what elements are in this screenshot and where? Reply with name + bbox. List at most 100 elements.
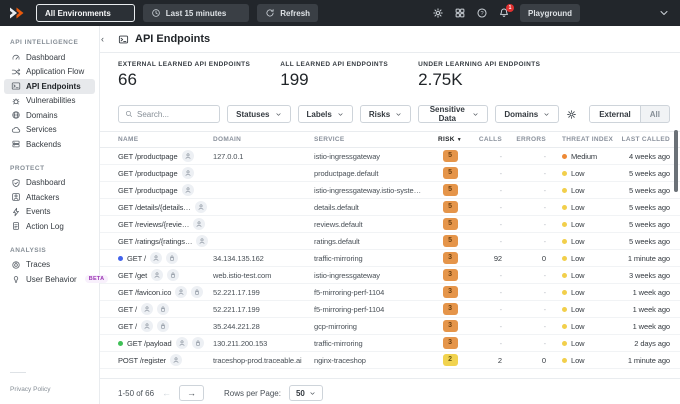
last-called-cell: 5 weeks ago bbox=[628, 219, 670, 229]
next-page-button[interactable]: → bbox=[179, 385, 205, 401]
toggle-external[interactable]: External bbox=[590, 106, 641, 122]
table-row[interactable]: GET /productpage productpage.default 5 - - Lo… bbox=[100, 165, 680, 182]
toggle-all[interactable]: All bbox=[641, 106, 669, 122]
risk-score-badge: 3 bbox=[442, 337, 458, 349]
green-status-dot bbox=[118, 340, 123, 346]
filter-dropdown-label: Risks bbox=[368, 109, 391, 119]
endpoint-name: POST /register bbox=[118, 355, 167, 365]
filter-dropdown-labels[interactable]: Labels bbox=[297, 105, 353, 123]
column-header-threat-index[interactable]: THREAT INDEX bbox=[546, 136, 613, 143]
privacy-policy-link[interactable]: Privacy Policy bbox=[10, 386, 51, 393]
column-header-domain[interactable]: DOMAIN bbox=[213, 136, 314, 143]
traceable-logo-icon[interactable] bbox=[8, 5, 28, 21]
column-header-name[interactable]: NAME bbox=[118, 136, 213, 143]
refresh-button[interactable]: Refresh bbox=[257, 4, 319, 22]
errors-cell: - bbox=[543, 270, 546, 280]
sidebar-item-label: Domains bbox=[26, 110, 58, 120]
table-row[interactable]: GET /reviews/{revie… reviews.default 5 - - Lo… bbox=[100, 216, 680, 233]
sidebar-item-dashboard[interactable]: Dashboard bbox=[4, 50, 95, 65]
lock-icon bbox=[191, 286, 204, 298]
endpoint-name: GET / bbox=[118, 321, 137, 331]
calls-cell: - bbox=[499, 185, 502, 195]
endpoint-name-cell: GET / bbox=[118, 252, 213, 264]
scrollbar-thumb[interactable] bbox=[674, 130, 678, 192]
table-row[interactable]: GET /productpage istio-ingressgateway.ist… bbox=[100, 182, 680, 199]
filter-dropdown-statuses[interactable]: Statuses bbox=[227, 105, 291, 123]
table-row[interactable]: GET / 52.221.17.199 f5-mirroring-perf-1104… bbox=[100, 301, 680, 318]
calls-cell: - bbox=[499, 236, 502, 246]
sidebar-item-dashboard[interactable]: Dashboard bbox=[4, 176, 95, 191]
sidebar-item-domains[interactable]: Domains bbox=[4, 108, 95, 123]
blue-status-dot bbox=[118, 255, 123, 261]
table-row[interactable]: POST /register traceshop-prod.traceable.a… bbox=[100, 352, 680, 369]
column-header-errors[interactable]: ERRORS bbox=[502, 136, 546, 143]
sidebar-item-action-log[interactable]: Action Log bbox=[4, 219, 95, 234]
risk-cell: 3 bbox=[434, 269, 466, 281]
column-header-service[interactable]: SERVICE bbox=[314, 136, 434, 143]
apps-grid-icon[interactable] bbox=[454, 7, 466, 19]
filter-dropdown-sensitive-data[interactable]: Sensitive Data bbox=[418, 105, 489, 123]
environment-selector[interactable]: All Environments bbox=[36, 4, 135, 22]
beta-badge: BETA bbox=[84, 275, 109, 284]
table-row[interactable]: GET /ratings/{ratings… ratings.default 5 - -… bbox=[100, 233, 680, 250]
sidebar-item-label: Dashboard bbox=[26, 52, 66, 62]
threat-level-label: Low bbox=[571, 355, 585, 365]
endpoint-name: GET /productpage bbox=[118, 168, 178, 178]
table-row[interactable]: GET /favicon.ico 52.221.17.199 f5-mirrorin… bbox=[100, 284, 680, 301]
table-row[interactable]: GET / 35.244.221.28 gcp-mirroring 3 - - Low 1 w… bbox=[100, 318, 680, 335]
time-range-selector[interactable]: Last 15 minutes bbox=[142, 4, 250, 22]
stat-external-learned-api-endpoints: EXTERNAL LEARNED API ENDPOINTS 66 bbox=[118, 61, 250, 95]
sidebar-item-attackers[interactable]: Attackers bbox=[4, 190, 95, 205]
svg-text:?: ? bbox=[480, 11, 483, 17]
sidebar-item-backends[interactable]: Backends bbox=[4, 137, 95, 152]
page-title: API Endpoints bbox=[135, 33, 211, 45]
rows-per-page-select[interactable]: 50 bbox=[288, 385, 323, 401]
terminal-icon bbox=[11, 81, 21, 91]
column-header-risk[interactable]: RISK ▼ bbox=[434, 136, 466, 143]
calls-cell: 2 bbox=[497, 355, 502, 365]
calls-cell: - bbox=[499, 151, 502, 161]
playground-button[interactable]: Playground bbox=[519, 4, 580, 22]
risk-cell: 5 bbox=[434, 184, 466, 196]
risk-cell: 3 bbox=[434, 320, 466, 332]
sidebar-item-user-behavior[interactable]: User Behavior BETA bbox=[4, 272, 109, 287]
settings-gear-icon[interactable] bbox=[432, 7, 444, 19]
prev-page-button[interactable]: ← bbox=[162, 388, 172, 398]
search-input[interactable] bbox=[137, 109, 214, 119]
stats-row: EXTERNAL LEARNED API ENDPOINTS 66 ALL LEAR… bbox=[118, 61, 680, 95]
errors-cell: 0 bbox=[541, 355, 546, 365]
threat-index-cell: Low bbox=[546, 203, 610, 212]
chevron-down-icon bbox=[472, 111, 479, 118]
sidebar-item-label: Dashboard bbox=[26, 178, 66, 188]
sidebar-item-traces[interactable]: Traces bbox=[4, 258, 95, 273]
filter-dropdown-domains[interactable]: Domains bbox=[495, 105, 560, 123]
user-menu-chevron-icon[interactable] bbox=[658, 7, 670, 19]
table-row[interactable]: GET /details/{details… details.default 5 - -… bbox=[100, 199, 680, 216]
table-row[interactable]: GET /productpage 127.0.0.1 istio-ingressga… bbox=[100, 148, 680, 165]
sidebar-collapse-icon[interactable]: ‹ bbox=[101, 34, 104, 44]
risk-score-badge: 3 bbox=[442, 269, 458, 281]
risk-cell: 3 bbox=[434, 337, 466, 349]
table-row[interactable]: GET /payload 130.211.200.153 traffic-mirro… bbox=[100, 335, 680, 352]
threat-index-cell: Low bbox=[546, 271, 610, 280]
sidebar-item-services[interactable]: Services bbox=[4, 123, 95, 138]
filter-dropdown-risks[interactable]: Risks bbox=[359, 105, 412, 123]
risk-score-badge: 5 bbox=[442, 150, 458, 162]
help-icon[interactable]: ? bbox=[476, 7, 488, 19]
table-settings-gear-icon[interactable] bbox=[566, 109, 577, 120]
column-header-last-called[interactable]: LAST CALLED bbox=[610, 136, 670, 143]
column-header-calls[interactable]: CALLS bbox=[466, 136, 502, 143]
sidebar-item-events[interactable]: Events bbox=[4, 205, 95, 220]
sidebar-item-vulnerabilities[interactable]: Vulnerabilities bbox=[4, 94, 95, 109]
notifications-bell-icon[interactable]: 1 bbox=[498, 4, 514, 19]
risk-cell: 2 bbox=[434, 354, 466, 366]
domain-cell: 35.244.221.28 bbox=[213, 321, 260, 331]
sidebar-item-application-flow[interactable]: Application Flow bbox=[4, 65, 95, 80]
sidebar-item-api-endpoints[interactable]: API Endpoints bbox=[4, 79, 95, 94]
sidebar-section-label: PROTECT bbox=[10, 164, 45, 172]
threat-level-dot bbox=[562, 153, 567, 159]
table-row[interactable]: GET / 34.134.135.162 traffic-mirroring 3 92 0… bbox=[100, 250, 680, 267]
threat-level-label: Low bbox=[571, 270, 585, 280]
threat-level-dot bbox=[562, 357, 567, 363]
table-row[interactable]: GET /get web.istio-test.com istio-ingressg… bbox=[100, 267, 680, 284]
